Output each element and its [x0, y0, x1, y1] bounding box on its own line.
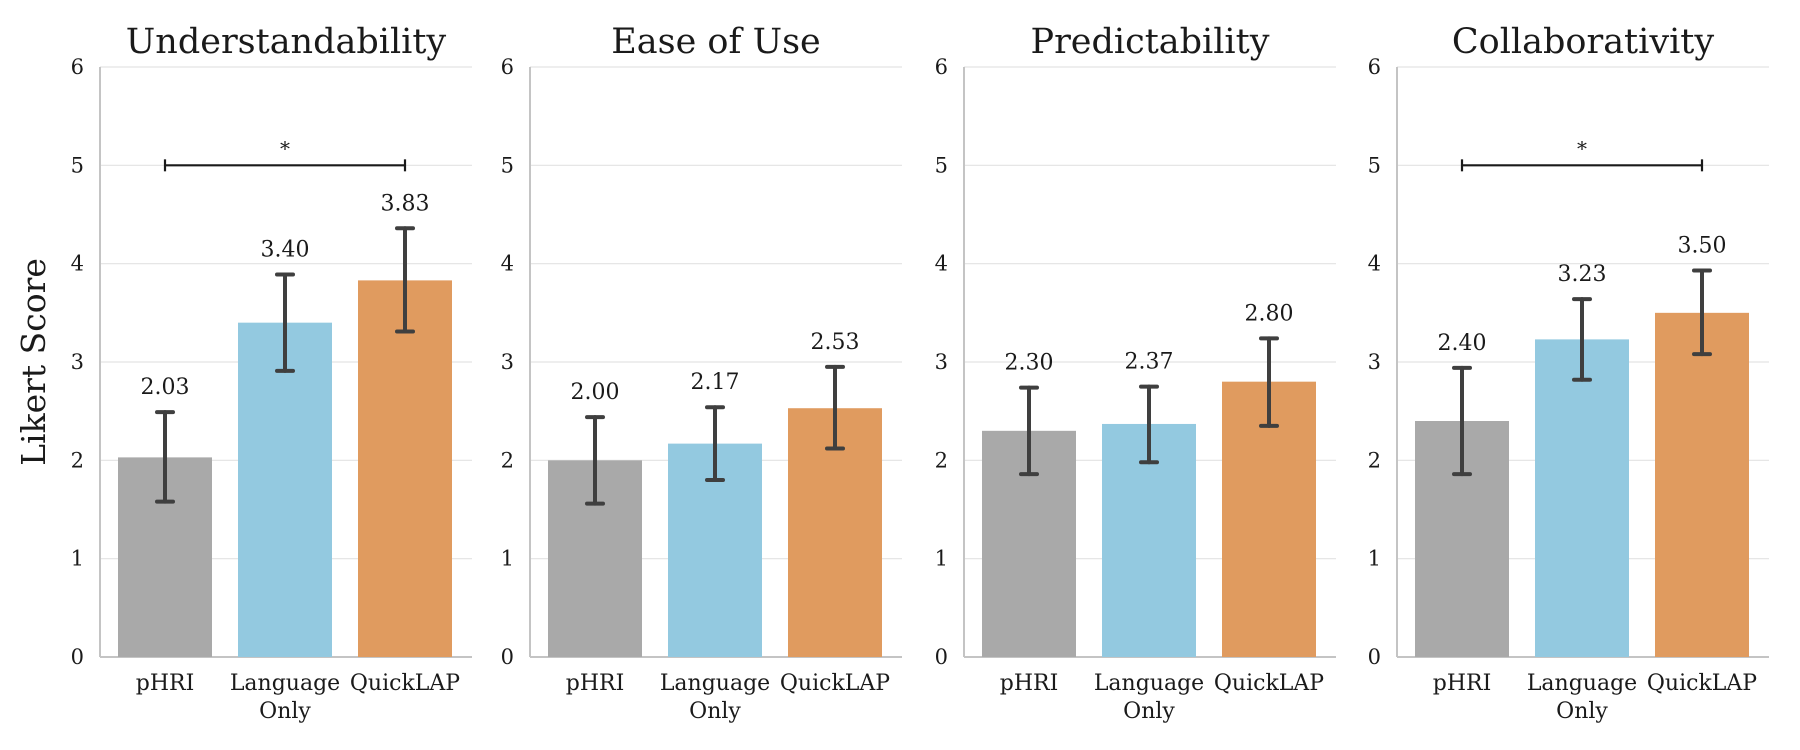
- y-tick-label: 4: [501, 252, 514, 276]
- data-label: 3.23: [1558, 262, 1607, 287]
- x-tick-label: pHRI: [566, 671, 625, 696]
- y-tick-label: 1: [501, 547, 514, 571]
- data-label: 2.30: [1005, 351, 1054, 376]
- data-label: 2.00: [571, 380, 620, 405]
- bar-1: [1535, 339, 1629, 657]
- bar-1: [238, 322, 332, 657]
- x-tick-label: QuickLAP: [1214, 671, 1324, 696]
- x-tick-label-line: pHRI: [136, 671, 195, 696]
- x-tick-label: pHRI: [136, 671, 195, 696]
- x-tick-label-line: pHRI: [566, 671, 625, 696]
- x-tick-label-line: pHRI: [1000, 671, 1059, 696]
- data-label: 3.40: [261, 237, 310, 262]
- panel-predictability: 0 1 2 3 4 5 6 Predictability 2.30 pHRI 2.37 Languag…: [935, 22, 1336, 724]
- x-tick-label-line: QuickLAP: [780, 671, 890, 696]
- y-tick-label: 6: [71, 55, 84, 79]
- x-tick-label-line: QuickLAP: [350, 671, 460, 696]
- x-tick-label: Language Only: [1094, 671, 1204, 724]
- x-tick-label: pHRI: [1000, 671, 1059, 696]
- panel-understandability: 0 1 2 3 4 5 6 Understandability 2.03 pHRI 3.40 Lang…: [71, 22, 472, 724]
- x-tick-label-line: Language: [660, 671, 770, 696]
- bar-2: [1655, 312, 1749, 657]
- panel-title: Ease of Use: [611, 22, 821, 62]
- data-label: 3.83: [381, 191, 430, 216]
- data-label: 3.50: [1678, 234, 1727, 259]
- panel-title: Understandability: [126, 22, 447, 62]
- panel-collaborativity: 0 1 2 3 4 5 6 Collaborativity 2.40 pHRI 3.23 Langua…: [1368, 22, 1769, 724]
- x-tick-label: Language Only: [1527, 671, 1637, 724]
- x-tick-label: QuickLAP: [780, 671, 890, 696]
- x-tick-label-line: Only: [1556, 699, 1608, 724]
- y-tick-label: 4: [1368, 252, 1381, 276]
- x-tick-label-line: pHRI: [1433, 671, 1492, 696]
- y-tick-label: 1: [1368, 547, 1381, 571]
- x-tick-label-line: Only: [1123, 699, 1175, 724]
- panel-ease-of-use: 0 1 2 3 4 5 6 Ease of Use 2.00 pHRI 2.17 Language On…: [501, 22, 902, 724]
- data-label: 2.40: [1438, 331, 1487, 356]
- y-tick-label: 4: [71, 252, 84, 276]
- y-tick-label: 5: [935, 153, 948, 177]
- y-tick-label: 2: [501, 448, 514, 472]
- x-tick-label-line: Only: [689, 699, 741, 724]
- panel-title: Collaborativity: [1452, 22, 1714, 62]
- y-tick-label: 4: [935, 252, 948, 276]
- y-tick-label: 0: [1368, 645, 1381, 669]
- x-tick-label-line: Language: [1527, 671, 1637, 696]
- panel-title: Predictability: [1031, 22, 1270, 62]
- y-tick-label: 5: [501, 153, 514, 177]
- y-tick-label: 0: [501, 645, 514, 669]
- y-tick-label: 3: [1368, 350, 1381, 374]
- y-tick-label: 3: [501, 350, 514, 374]
- y-axis-label: Likert Score: [14, 258, 53, 466]
- chart-panels: 0 1 2 3 4 5 6 Understandability 2.03 pHRI 3.40 Lang…: [71, 22, 1769, 724]
- y-tick-label: 1: [71, 547, 84, 571]
- y-tick-label: 1: [935, 547, 948, 571]
- x-tick-label-line: QuickLAP: [1647, 671, 1757, 696]
- y-tick-label: 6: [1368, 55, 1381, 79]
- y-tick-label: 3: [935, 350, 948, 374]
- x-tick-label: Language Only: [660, 671, 770, 724]
- y-tick-label: 2: [1368, 448, 1381, 472]
- y-tick-label: 0: [935, 645, 948, 669]
- x-tick-label-line: Language: [1094, 671, 1204, 696]
- y-tick-label: 5: [71, 153, 84, 177]
- data-label: 2.37: [1125, 350, 1174, 375]
- significance-marker: *: [1577, 136, 1587, 160]
- data-label: 2.03: [141, 375, 190, 400]
- y-tick-label: 2: [935, 448, 948, 472]
- y-tick-label: 5: [1368, 153, 1381, 177]
- bar-2: [358, 280, 452, 657]
- y-tick-label: 3: [71, 350, 84, 374]
- significance-marker: *: [280, 136, 290, 160]
- x-tick-label: pHRI: [1433, 671, 1492, 696]
- x-tick-label: Language Only: [230, 671, 340, 724]
- y-tick-label: 2: [71, 448, 84, 472]
- data-label: 2.53: [811, 330, 860, 355]
- x-tick-label-line: Language: [230, 671, 340, 696]
- data-label: 2.80: [1245, 301, 1294, 326]
- x-tick-label: QuickLAP: [1647, 671, 1757, 696]
- x-tick-label-line: Only: [259, 699, 311, 724]
- data-label: 2.17: [691, 370, 740, 395]
- x-tick-label-line: QuickLAP: [1214, 671, 1324, 696]
- y-tick-label: 0: [71, 645, 84, 669]
- y-tick-label: 6: [935, 55, 948, 79]
- x-tick-label: QuickLAP: [350, 671, 460, 696]
- y-tick-label: 6: [501, 55, 514, 79]
